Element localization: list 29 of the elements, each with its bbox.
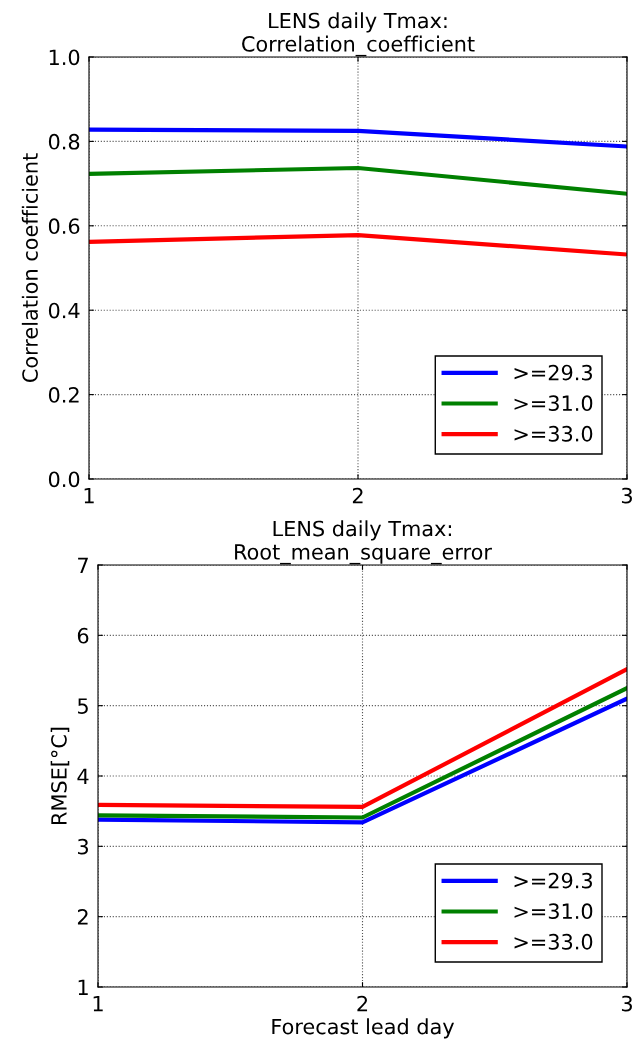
chart-title: LENS daily Tmax: Correlation_coefficient: [242, 12, 475, 57]
y-axis-title: RMSE[°C]: [50, 727, 70, 824]
legend-label: >=29.3: [514, 364, 592, 381]
x-tick-label: 3: [621, 487, 632, 504]
x-tick-label: 1: [93, 995, 103, 1012]
legend-label: >=33.0: [514, 933, 593, 950]
y-tick-label: 4: [77, 768, 89, 784]
x-tick-label: 3: [621, 995, 632, 1012]
y-tick-label: 1.0: [49, 49, 80, 66]
x-tick-label: 2: [352, 487, 363, 504]
legend-label: >=31.0: [514, 395, 593, 412]
y-tick-label: 0.4: [48, 302, 80, 319]
legend-label: >=31.0: [514, 903, 593, 920]
y-tick-label: 7: [78, 557, 88, 573]
y-tick-label: 3: [78, 838, 88, 855]
y-tick-label: 0.0: [48, 471, 80, 488]
y-tick-label: 0.6: [48, 218, 80, 235]
y-tick-label: 6: [77, 627, 89, 644]
y-tick-label: 0.8: [48, 133, 80, 150]
legend-label: >=33.0: [514, 425, 593, 442]
y-tick-label: 1: [78, 979, 88, 995]
y-tick-label: 2: [77, 909, 88, 925]
legend-label: >=29.3: [514, 872, 592, 889]
y-axis-title: Correlation coefficient: [21, 153, 38, 383]
y-tick-label: 0.2: [48, 387, 79, 403]
y-tick-label: 5: [78, 698, 88, 714]
x-tick-label: 2: [357, 995, 368, 1012]
chart-title: LENS daily Tmax: Root_mean_square_error: [235, 520, 492, 565]
x-axis-title: Forecast lead day: [272, 1018, 455, 1039]
